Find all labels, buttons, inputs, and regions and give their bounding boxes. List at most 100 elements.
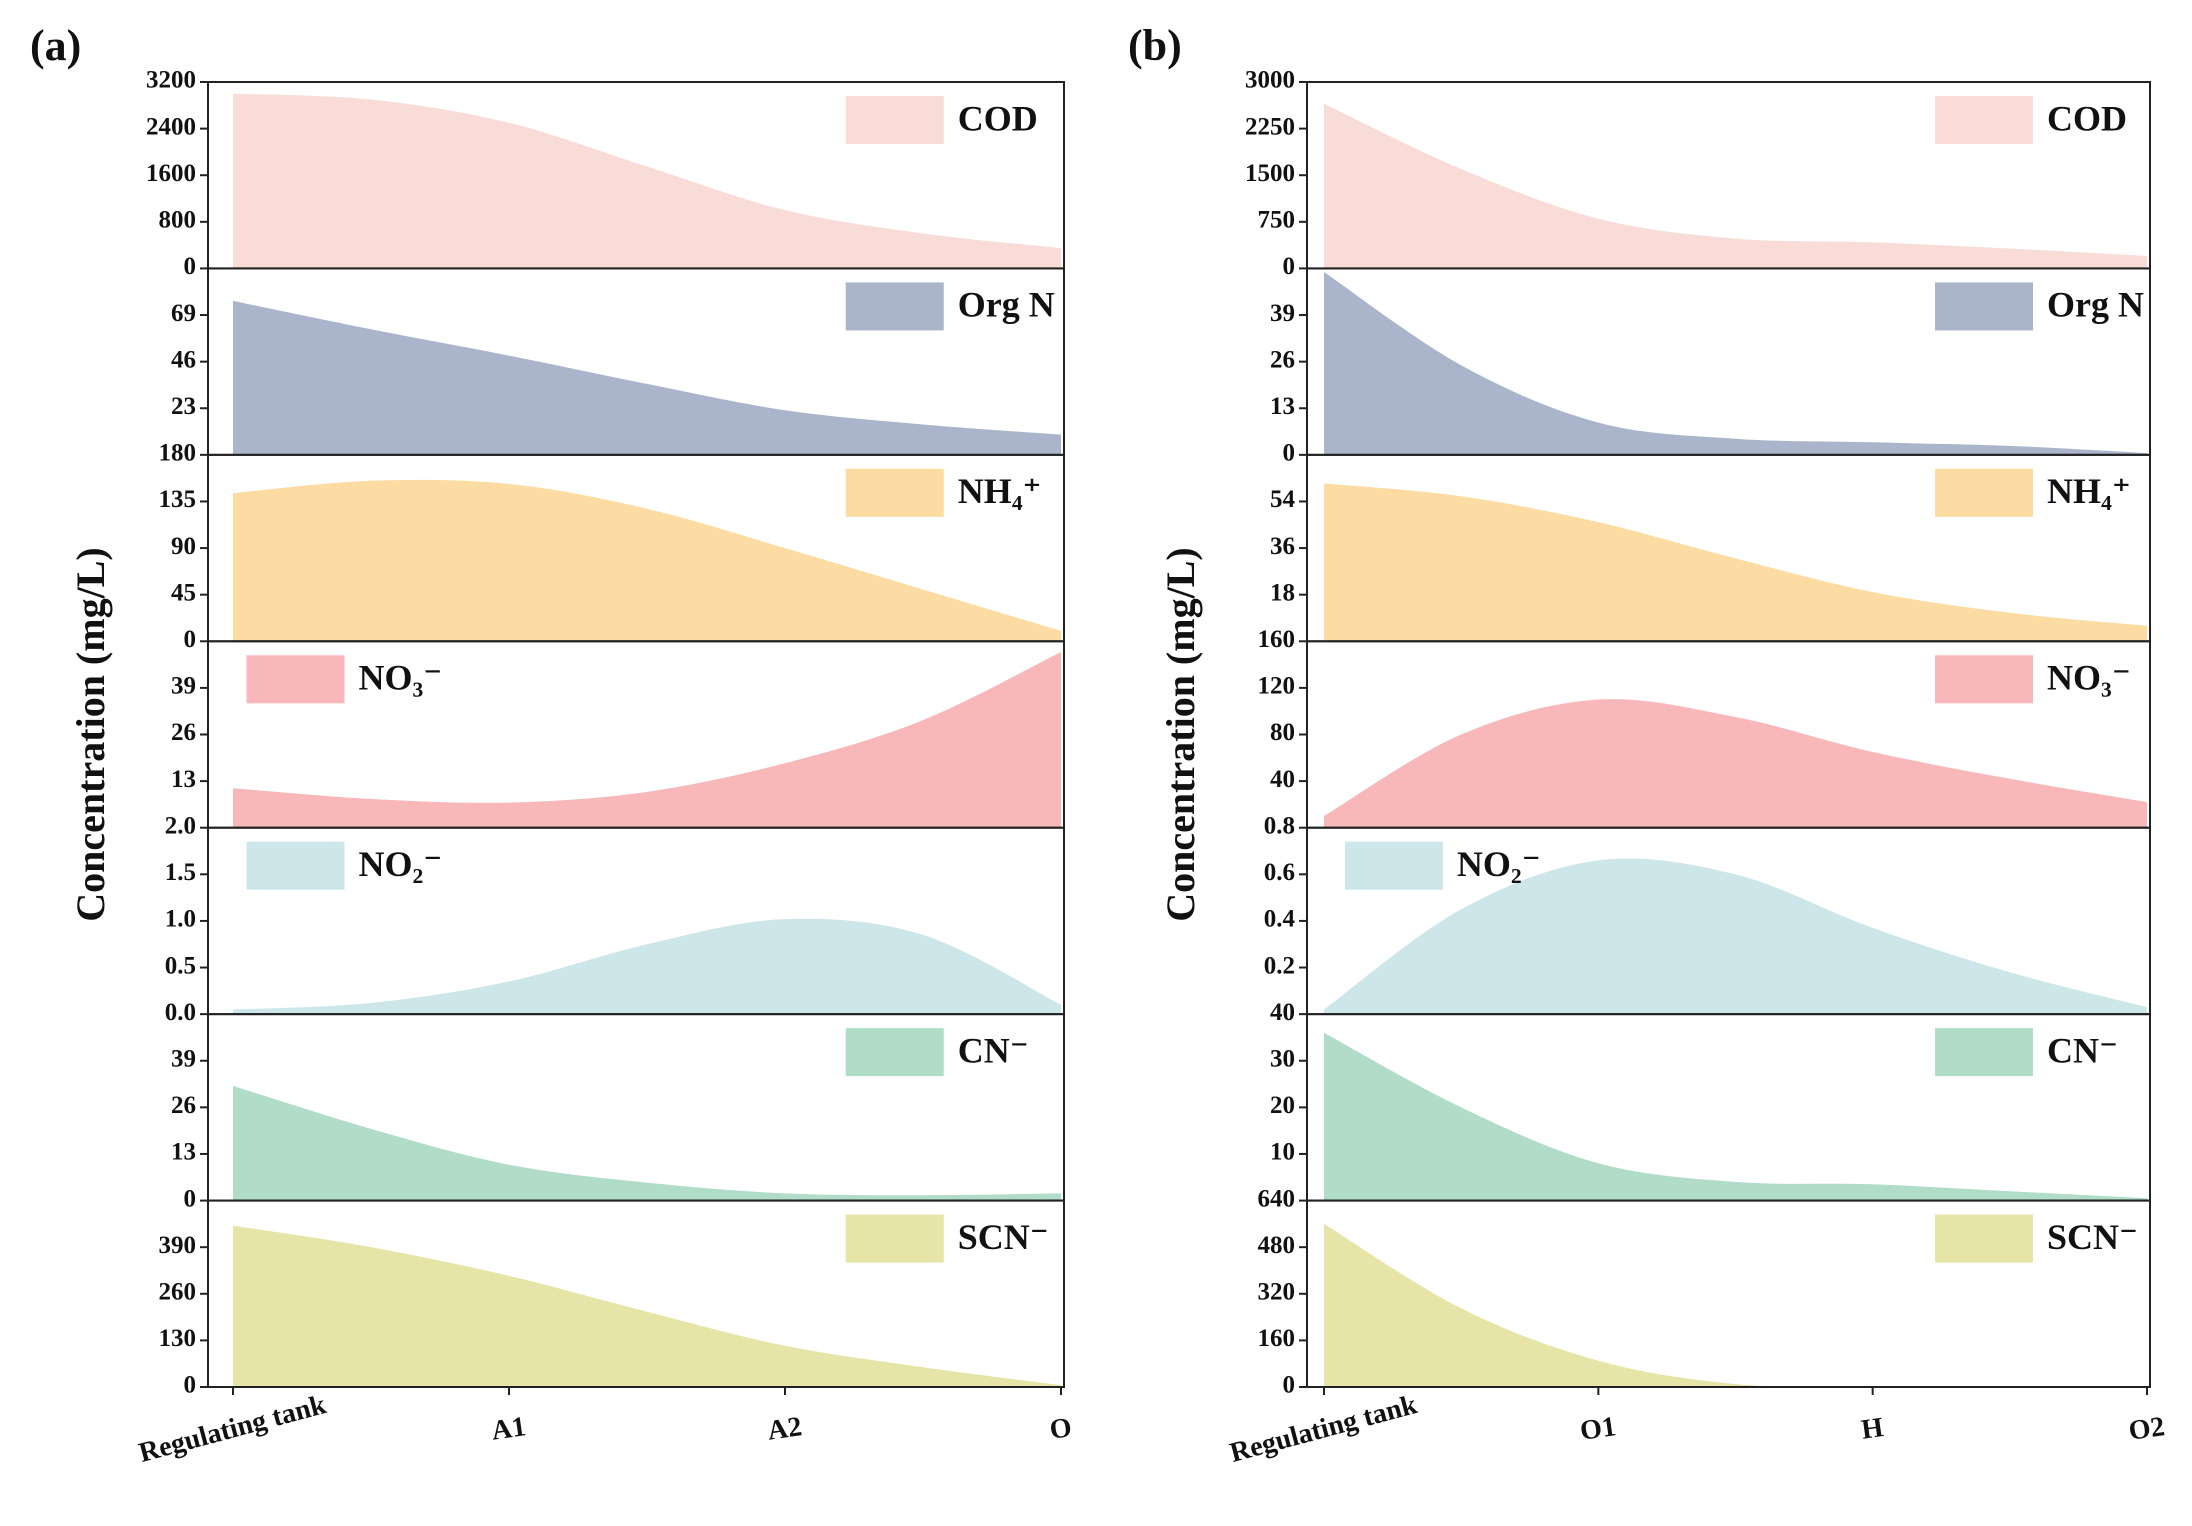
x-tick-label: A1 [490,1411,528,1446]
y-tick-label: 800 [159,207,197,234]
x-tick-label: O1 [1578,1411,1618,1447]
area [1324,103,2147,269]
y-tick-label: 36 [1270,533,1295,560]
y-tick-label: 3000 [1245,67,1295,94]
x-tick-label: A2 [766,1411,804,1446]
y-tick-label: 26 [171,1092,196,1119]
area [233,479,1061,642]
y-tick-label: 80 [1270,719,1295,746]
y-tick-label: 390 [159,1232,197,1259]
y-tick-label: 0 [1283,1372,1296,1399]
x-tick-label: O [1048,1412,1074,1446]
legend-label: NH₄⁺ [2047,471,2131,511]
y-tick-label: 1500 [1245,160,1295,187]
area [233,1085,1061,1201]
y-tick-label: 0 [184,253,197,280]
legend-label: COD [2047,98,2127,138]
area [233,93,1061,269]
legend-label: CN⁻ [2047,1030,2118,1070]
area [233,1225,1061,1387]
legend-label: CN⁻ [958,1030,1029,1070]
y-tick-label: 0 [184,626,197,653]
y-tick-label: 260 [159,1279,197,1306]
y-tick-label: 160 [1258,1325,1296,1352]
y-tick-label: 23 [171,393,196,420]
y-tick-label: 130 [159,1325,197,1352]
y-tick-label: 39 [171,673,196,700]
area [233,300,1061,455]
y-tick-label: 54 [1270,486,1296,513]
legend-label: SCN⁻ [2047,1217,2138,1257]
y-tick-label: 26 [1270,346,1295,373]
y-tick-label: 0 [184,1372,197,1399]
legend-label: NO₃⁻ [2047,658,2131,698]
area [233,652,1061,828]
legend-swatch [246,841,345,890]
legend-label: Org N [958,285,1055,325]
area [1324,858,2147,1015]
y-tick-label: 39 [171,1045,196,1072]
legend-swatch [845,1028,944,1077]
y-tick-label: 13 [171,766,196,793]
x-tick-label: Regulating tank [136,1389,330,1469]
legend-swatch [1935,96,2034,144]
y-tick-label: 135 [159,486,197,513]
legend-label: SCN⁻ [958,1217,1049,1257]
legend-label: NH₄⁺ [958,471,1042,511]
y-tick-label: 120 [1258,673,1296,700]
x-tick-label: H [1859,1412,1885,1446]
y-tick-label: 3200 [146,67,196,94]
y-tick-label: 0 [1283,440,1296,467]
legend-swatch [1344,841,1443,890]
y-tick-label: 480 [1258,1232,1296,1259]
legend-swatch [845,1214,944,1263]
y-tick-label: 0.5 [165,952,196,979]
y-tick-label: 2400 [146,113,196,140]
legend-swatch [1935,468,2034,517]
y-tick-label: 46 [171,346,196,373]
legend-swatch [845,96,944,144]
y-tick-label: 90 [171,533,196,560]
y-tick-label: 13 [171,1139,196,1166]
y-tick-label: 750 [1258,207,1296,234]
y-tick-label: 0.0 [165,999,196,1026]
y-tick-label: 20 [1270,1092,1295,1119]
y-tick-label: 640 [1258,1185,1296,1212]
y-tick-label: 1.5 [165,859,196,886]
y-tick-label: 160 [1258,626,1296,653]
legend-label: NO₂⁻ [359,844,443,884]
y-tick-label: 13 [1270,393,1295,420]
legend-swatch [845,468,944,517]
legend-swatch [1935,655,2034,704]
y-tick-label: 0 [1283,253,1296,280]
y-tick-label: 69 [171,300,196,327]
panel-label: (a) [30,21,81,70]
x-tick-label: Regulating tank [1227,1389,1421,1469]
area [1324,272,2147,455]
area [1324,483,2147,642]
y-tick-label: 0.4 [1264,906,1296,933]
area [233,918,1061,1015]
y-tick-label: 30 [1270,1045,1295,1072]
y-tick-label: 40 [1270,999,1295,1026]
legend-swatch [246,655,345,704]
y-tick-label: 26 [171,719,196,746]
legend-label: NO₃⁻ [359,658,443,698]
y-tick-label: 2.0 [165,812,196,839]
area [1324,1223,1873,1387]
legend-swatch [1935,1028,2034,1077]
y-tick-label: 0 [184,1185,197,1212]
legend-swatch [845,282,944,331]
y-tick-label: 2250 [1245,113,1295,140]
y-tick-label: 10 [1270,1139,1295,1166]
y-tick-label: 0.6 [1264,859,1295,886]
y-tick-label: 18 [1270,579,1295,606]
legend-label: NO₂⁻ [1457,844,1541,884]
y-axis-label: Concentration (mg/L) [68,547,113,921]
y-tick-label: 0.8 [1264,812,1295,839]
area [1324,699,2147,828]
legend-label: COD [958,98,1038,138]
y-tick-label: 45 [171,579,196,606]
